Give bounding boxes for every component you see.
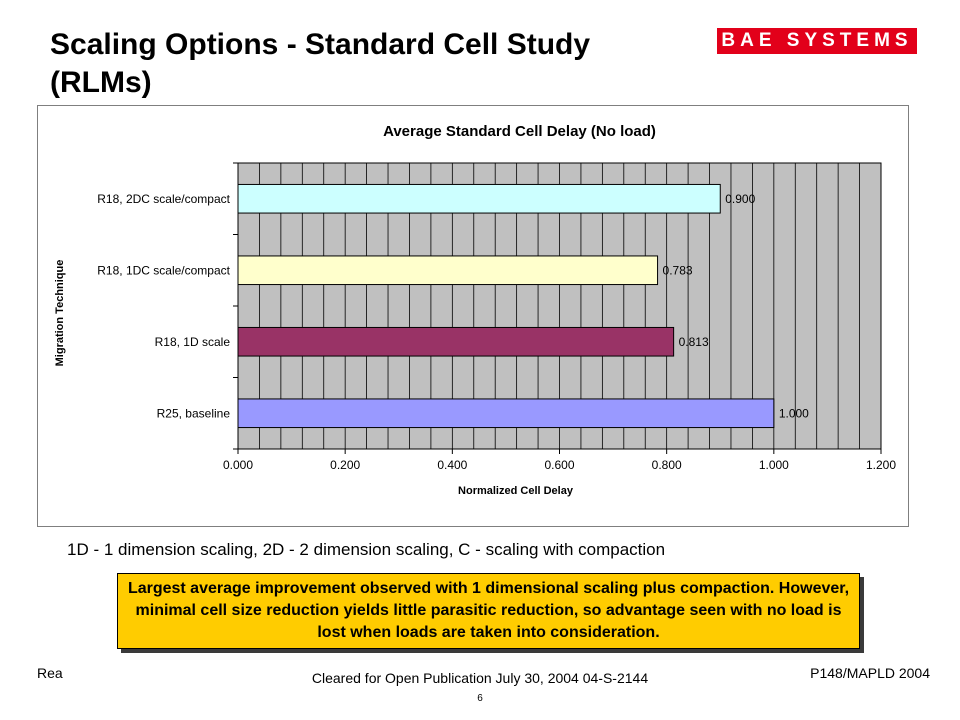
bar [237,255,659,286]
slide-title-line1: Scaling Options - Standard Cell Study [50,28,591,61]
footer-clearance: Cleared for Open Publication July 30, 20… [311,670,649,686]
bar [237,398,775,429]
y-axis-label: Migration Technique [54,260,66,367]
category-label: R18, 2DC scale/compact [97,192,230,206]
abbreviation-note: 1D - 1 dimension scaling, 2D - 2 dimensi… [67,540,666,559]
conclusion-callout: Largest average improvement observed wit… [117,573,860,649]
x-tick-label: 0.800 [652,458,682,472]
x-tick-label: 0.200 [330,458,360,472]
bar [237,326,675,357]
page-number: 6 [477,693,483,704]
bae-systems-logo: BAE SYSTEMS [717,28,917,54]
chart-title: Average Standard Cell Delay (No load) [383,123,656,140]
footer-author: Rea [37,665,63,681]
data-label: 0.900 [725,192,755,206]
category-label: R18, 1DC scale/compact [97,263,230,277]
slide-title: Scaling Options - Standard Cell Study (R… [50,26,690,102]
conclusion-text: Largest average improvement observed wit… [127,580,850,641]
data-label: 0.783 [663,263,693,277]
slide-title-line2: (RLMs) [50,66,152,99]
chart-frame: Average Standard Cell Delay (No load) 0.0… [37,105,909,527]
x-tick-label: 0.400 [437,458,467,472]
data-label: 1.000 [779,406,809,420]
bar-chart: Average Standard Cell Delay (No load) 0.0… [54,123,896,497]
x-tick-label: 1.000 [759,458,789,472]
x-tick-label: 1.200 [866,458,896,472]
x-tick-label: 0.000 [223,458,253,472]
bar [237,183,721,214]
x-tick-label: 0.600 [544,458,574,472]
category-label: R18, 1D scale [155,335,231,349]
category-label: R25, baseline [157,406,231,420]
footer-reference: P148/MAPLD 2004 [810,665,930,681]
data-label: 0.813 [679,335,709,349]
x-axis-label: Normalized Cell Delay [458,485,574,497]
